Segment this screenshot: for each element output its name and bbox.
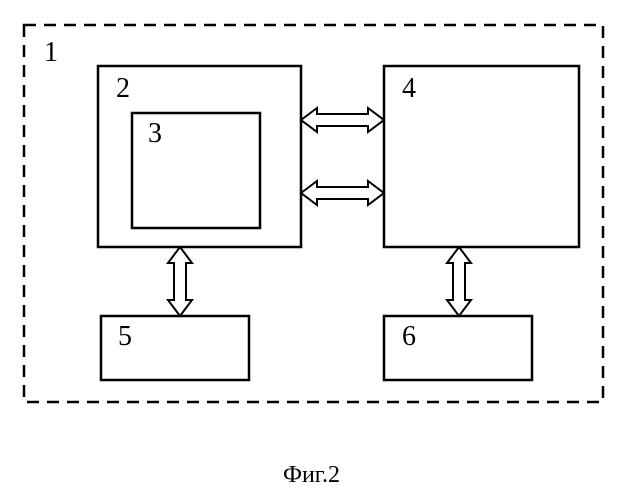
label-3: 3	[148, 118, 162, 149]
label-4: 4	[402, 73, 416, 104]
arrow-2-5-icon	[168, 247, 192, 316]
arrow-3-4-icon	[301, 181, 384, 205]
arrow-2-4-top-icon	[301, 108, 384, 132]
label-1: 1	[44, 37, 58, 68]
figure-caption: Фиг.2	[283, 462, 340, 488]
arrow-4-6-icon	[447, 247, 471, 316]
label-6: 6	[402, 321, 416, 352]
label-2: 2	[116, 73, 130, 104]
label-5: 5	[118, 321, 132, 352]
